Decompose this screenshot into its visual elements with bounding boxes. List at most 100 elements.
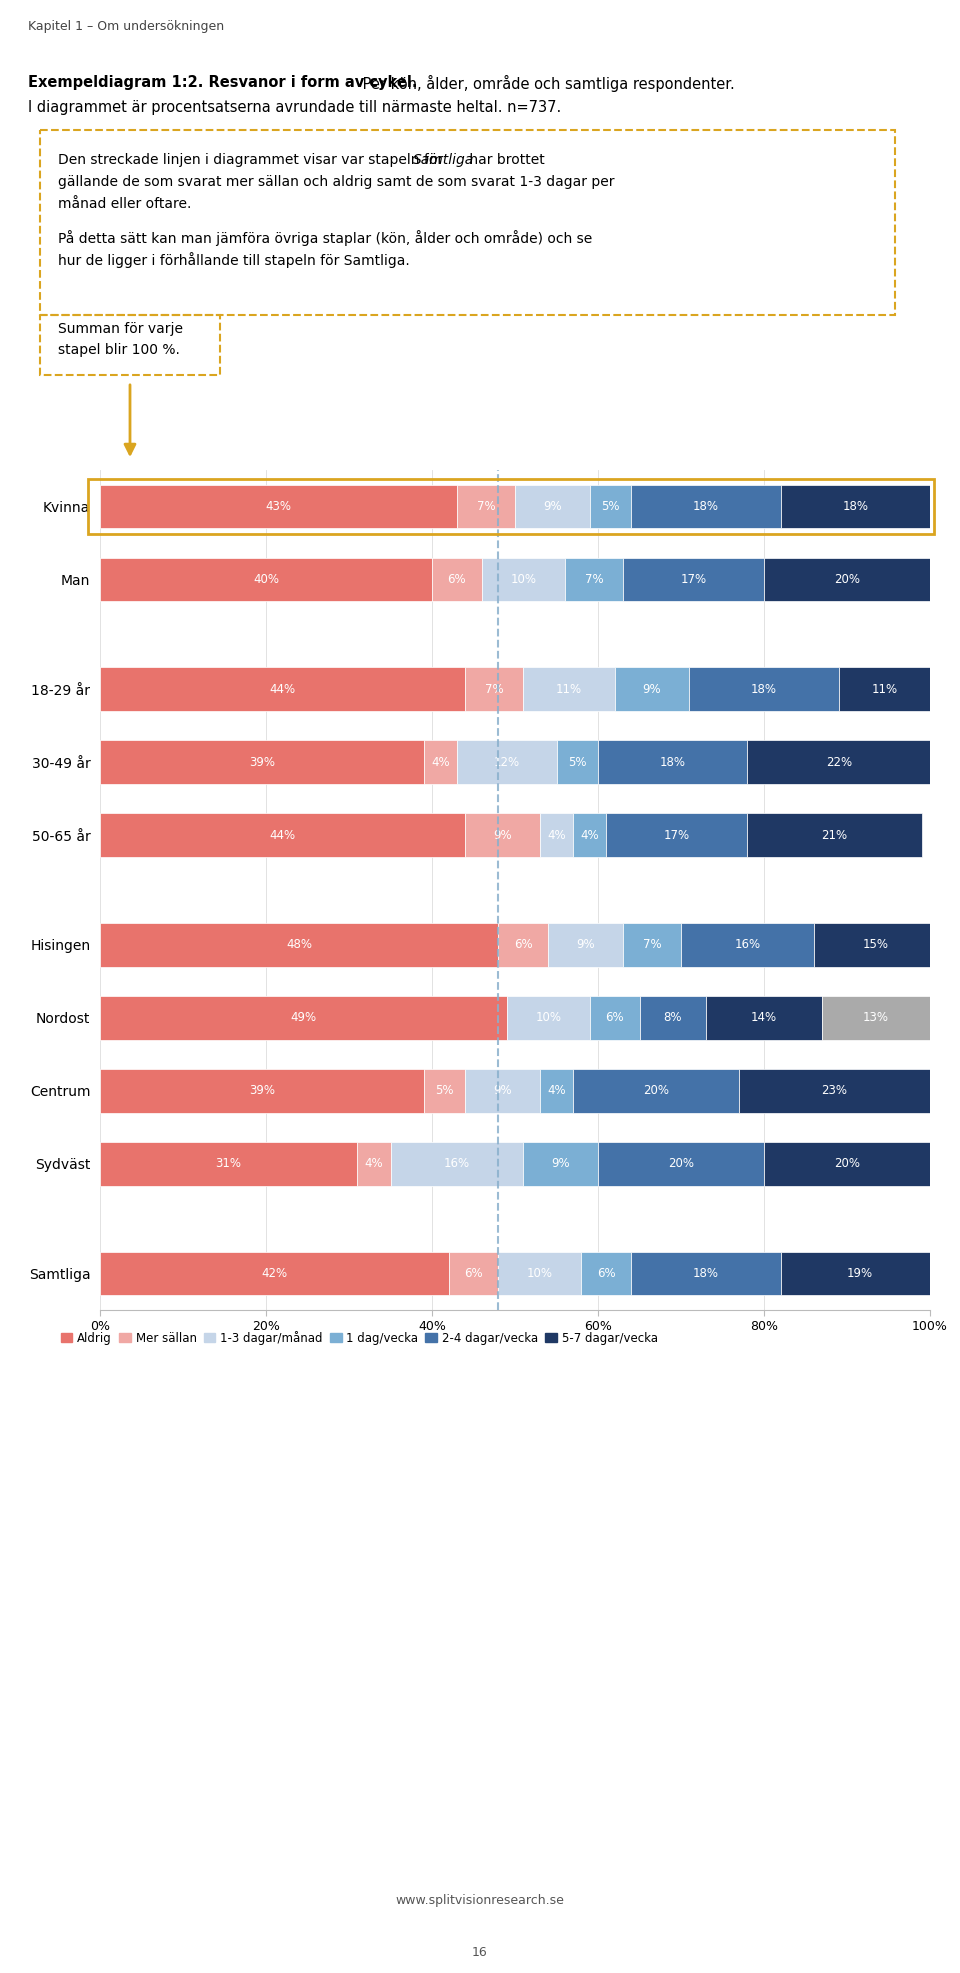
Text: På detta sätt kan man jämföra övriga staplar (kön, ålder och område) och se: På detta sätt kan man jämföra övriga sta… [58, 231, 592, 247]
Text: 12%: 12% [493, 756, 519, 769]
Text: 11%: 11% [556, 683, 582, 696]
Text: 18%: 18% [693, 499, 719, 513]
Bar [523, 1142, 598, 1186]
Text: gällande de som svarat mer sällan och aldrig samt de som svarat 1-3 dagar per: gällande de som svarat mer sällan och al… [58, 176, 614, 189]
Text: 20%: 20% [668, 1158, 694, 1170]
Bar [607, 813, 748, 856]
Text: 15%: 15% [863, 939, 889, 951]
Bar [100, 1251, 448, 1296]
Text: 16%: 16% [734, 939, 760, 951]
Text: 4%: 4% [547, 1085, 565, 1097]
Bar [748, 740, 930, 783]
Text: 5%: 5% [601, 499, 620, 513]
Bar [598, 1142, 764, 1186]
Text: 4%: 4% [547, 829, 565, 842]
Text: hur de ligger i förhållande till stapeln för Samtliga.: hur de ligger i förhållande till stapeln… [58, 253, 410, 268]
Text: Samtliga: Samtliga [413, 154, 474, 168]
Text: 21%: 21% [822, 829, 848, 842]
Bar [548, 923, 623, 967]
Text: Den streckade linjen i diagrammet visar var stapeln för: Den streckade linjen i diagrammet visar … [58, 154, 447, 168]
Bar [100, 813, 466, 856]
Text: 10%: 10% [527, 1267, 553, 1280]
Text: 10%: 10% [511, 572, 537, 586]
Bar [748, 813, 922, 856]
Text: 20%: 20% [834, 1158, 860, 1170]
Bar [515, 485, 589, 529]
Bar [589, 485, 632, 529]
Text: 19%: 19% [847, 1267, 873, 1280]
Text: 4%: 4% [365, 1158, 383, 1170]
Bar [632, 485, 780, 529]
Text: 11%: 11% [872, 683, 898, 696]
Bar [448, 1251, 498, 1296]
Text: 6%: 6% [597, 1267, 615, 1280]
Bar [573, 813, 607, 856]
Bar [498, 1251, 582, 1296]
Text: 42%: 42% [261, 1267, 287, 1280]
Bar [100, 1142, 357, 1186]
Bar [839, 667, 930, 710]
Bar [507, 996, 589, 1040]
Bar [498, 923, 548, 967]
Bar [482, 558, 564, 602]
Bar [739, 1069, 930, 1113]
Bar [780, 485, 930, 529]
Text: 18%: 18% [842, 499, 868, 513]
Bar [689, 667, 839, 710]
Bar [391, 1142, 523, 1186]
Text: 43%: 43% [266, 499, 292, 513]
Bar [423, 1069, 466, 1113]
Text: 31%: 31% [216, 1158, 242, 1170]
Bar [780, 1251, 938, 1296]
Text: 6%: 6% [606, 1012, 624, 1024]
Text: 16%: 16% [444, 1158, 470, 1170]
Bar [523, 667, 614, 710]
Text: www.splitvisionresearch.se: www.splitvisionresearch.se [396, 1894, 564, 1908]
Text: månad eller oftare.: månad eller oftare. [58, 197, 191, 211]
Text: 9%: 9% [576, 939, 595, 951]
Text: 6%: 6% [514, 939, 533, 951]
Text: 9%: 9% [551, 1158, 570, 1170]
Bar [598, 740, 748, 783]
Text: 9%: 9% [493, 1085, 512, 1097]
Text: 49%: 49% [290, 1012, 317, 1024]
Bar [466, 667, 523, 710]
Bar [623, 923, 681, 967]
Bar [100, 923, 498, 967]
Text: 40%: 40% [253, 572, 279, 586]
Text: 22%: 22% [826, 756, 852, 769]
Text: 48%: 48% [286, 939, 312, 951]
Text: 4%: 4% [431, 756, 449, 769]
Bar [457, 740, 557, 783]
Bar [423, 740, 457, 783]
Bar [706, 996, 822, 1040]
Bar [623, 558, 764, 602]
Bar [614, 667, 689, 710]
Bar [432, 558, 482, 602]
Bar [100, 485, 457, 529]
Text: 5%: 5% [435, 1085, 454, 1097]
Text: 13%: 13% [863, 1012, 889, 1024]
Bar [357, 1142, 391, 1186]
Bar [100, 996, 507, 1040]
Text: 8%: 8% [663, 1012, 682, 1024]
Text: har brottet: har brottet [465, 154, 544, 168]
Bar [764, 558, 930, 602]
Bar [589, 996, 639, 1040]
Text: 7%: 7% [485, 683, 504, 696]
Text: 39%: 39% [249, 1085, 275, 1097]
Bar [100, 558, 432, 602]
Text: 7%: 7% [476, 499, 495, 513]
Text: 18%: 18% [660, 756, 685, 769]
Text: 5%: 5% [568, 756, 587, 769]
Bar [100, 740, 423, 783]
Text: I diagrammet är procentsatserna avrundade till närmaste heltal. n=737.: I diagrammet är procentsatserna avrundad… [28, 101, 562, 114]
Text: 44%: 44% [270, 683, 296, 696]
Bar [764, 1142, 930, 1186]
Bar [632, 1251, 780, 1296]
Bar [540, 1069, 573, 1113]
Bar [582, 1251, 632, 1296]
Text: 7%: 7% [642, 939, 661, 951]
Text: 7%: 7% [585, 572, 603, 586]
Bar [540, 813, 573, 856]
